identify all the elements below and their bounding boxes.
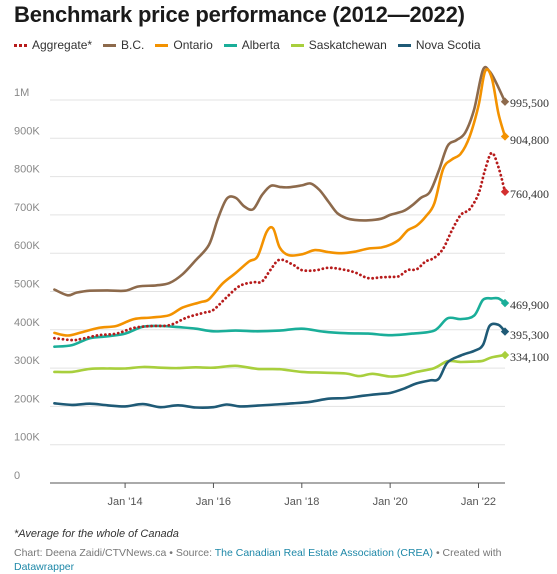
end-marker-nova-scotia — [500, 327, 510, 336]
line-chart: 0 100K 200K 300K 400K 500K 600K 700K 800K 900K 1M J… — [14, 65, 549, 508]
end-value-label-saskatchewan: 334,100 — [510, 350, 549, 364]
legend-label: B.C. — [121, 38, 145, 52]
chart-credits: Chart: Deena Zaidi/CTVNews.ca • Source: … — [14, 546, 544, 574]
credit-source-link[interactable]: The Canadian Real Estate Association (CR… — [214, 547, 434, 559]
legend-label: Aggregate* — [32, 38, 93, 52]
x-tick-label: Jan '14 — [108, 496, 143, 508]
series-line-nova-scotia — [53, 322, 507, 410]
end-marker-saskatchewan — [500, 350, 510, 360]
series-line-alberta — [53, 296, 507, 348]
end-marker-aggregate — [500, 187, 510, 196]
legend-item: Aggregate* — [14, 38, 92, 52]
legend-swatch — [14, 43, 27, 47]
end-value-label-nova-scotia: 395,300 — [510, 328, 549, 342]
credit-created-with-prefix: Created with — [442, 547, 502, 559]
series-line-b-c — [53, 65, 507, 297]
legend-swatch — [155, 43, 169, 47]
y-tick-label: 900K — [14, 125, 40, 137]
credit-source-prefix: Source: — [175, 547, 213, 559]
legend-swatch — [103, 43, 117, 47]
x-tick-label: Jan '22 — [461, 496, 496, 508]
y-tick-label: 600K — [14, 240, 40, 252]
chart-legend: Aggregate* B.C. Ontario Alberta Saskatchewan… — [14, 38, 492, 52]
legend-item: B.C. — [103, 38, 144, 52]
series-line-aggregate — [53, 151, 507, 342]
end-value-label-ontario: 904,800 — [510, 133, 549, 147]
end-value-label-b-c: 995,500 — [510, 96, 549, 110]
y-tick-label: 200K — [14, 393, 40, 405]
y-tick-label: 100K — [14, 432, 40, 444]
end-value-label-alberta: 469,900 — [510, 298, 549, 312]
legend-swatch — [397, 43, 411, 47]
credit-separator: • — [435, 547, 443, 559]
y-tick-label: 500K — [14, 279, 40, 291]
legend-label: Saskatchewan — [308, 38, 387, 52]
x-tick-label: Jan '20 — [373, 496, 408, 508]
legend-swatch — [223, 43, 237, 47]
credit-separator: • — [169, 547, 176, 559]
end-marker-b-c — [500, 97, 510, 106]
x-tick-label: Jan '16 — [196, 496, 231, 508]
legend-label: Alberta — [241, 38, 280, 52]
y-tick-label: 700K — [14, 202, 40, 214]
legend-item: Alberta — [223, 38, 280, 52]
y-tick-label: 0 — [14, 470, 20, 482]
y-tick-label: 1M — [14, 87, 29, 99]
legend-item: Saskatchewan — [290, 38, 387, 52]
legend-swatch — [290, 43, 304, 47]
series-line-ontario — [53, 68, 507, 337]
y-tick-label: 800K — [14, 164, 40, 176]
legend-item: Ontario — [155, 38, 213, 52]
x-tick-label: Jan '18 — [284, 496, 319, 508]
credit-datawrapper-link[interactable]: Datawrapper — [14, 561, 75, 573]
legend-label: Ontario — [173, 38, 213, 52]
legend-label: Nova Scotia — [415, 38, 481, 52]
end-value-label-aggregate: 760,400 — [510, 187, 549, 201]
end-marker-ontario — [500, 132, 510, 141]
legend-item: Nova Scotia — [397, 38, 481, 52]
end-marker-alberta — [500, 298, 510, 308]
y-tick-label: 400K — [14, 317, 40, 329]
chart-title: Benchmark price performance (2012—2022) — [14, 2, 465, 27]
y-tick-label: 300K — [14, 355, 40, 367]
chart-footnote: *Average for the whole of Canada — [14, 528, 179, 540]
credit-author: Chart: Deena Zaidi/CTVNews.ca — [14, 547, 167, 559]
series-line-saskatchewan — [53, 353, 507, 378]
